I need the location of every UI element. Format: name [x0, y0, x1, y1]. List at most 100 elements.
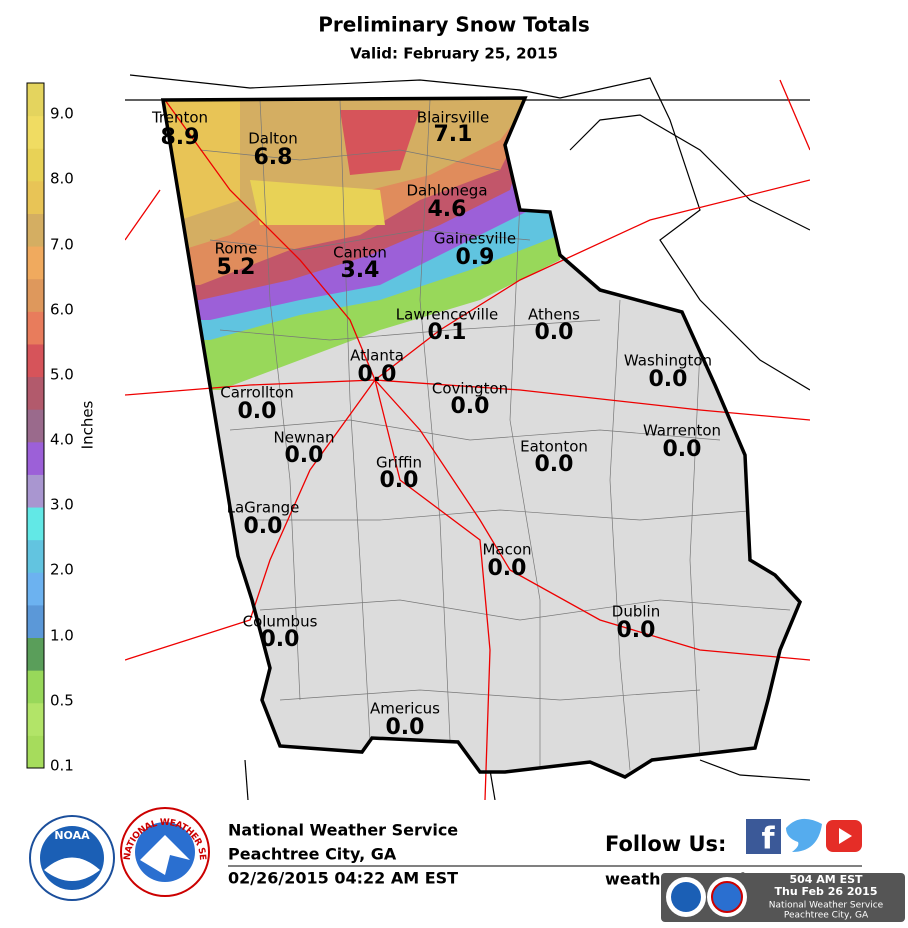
- follow-us: Follow Us:: [605, 832, 726, 856]
- colorbar-bin: [27, 474, 44, 508]
- colorbar-bin: [27, 702, 44, 736]
- youtube-play: [839, 828, 852, 844]
- city-name: Warrenton: [643, 422, 721, 440]
- colorbar-tick: 0.5: [50, 692, 74, 710]
- colorbar-bin: [27, 572, 44, 606]
- city-name: Covington: [432, 380, 508, 398]
- colorbar-bin: [27, 604, 44, 639]
- snow-total: 6.8: [254, 145, 293, 170]
- badge-agency: National Weather Service: [769, 901, 884, 911]
- colorbar-tick: 9.0: [50, 105, 74, 123]
- city-name: Newnan: [274, 429, 335, 447]
- city-name: Atlanta: [350, 347, 404, 365]
- agency: National Weather Service: [228, 821, 458, 840]
- subtitle: Valid: February 25, 2015: [350, 45, 558, 63]
- snow-total: 0.0: [261, 627, 300, 652]
- city-name: Gainesville: [434, 230, 516, 248]
- snow-total: 0.0: [238, 399, 277, 424]
- colorbar-tick: 3.0: [50, 496, 74, 514]
- snow-total: 0.0: [535, 320, 574, 345]
- colorbar-bin: [27, 507, 44, 541]
- colorbar-bin: [27, 343, 44, 378]
- snow-total: 5.2: [217, 255, 256, 280]
- roads: [125, 79, 810, 800]
- colorbar-tick: 0.1: [50, 757, 74, 775]
- twitter-icon[interactable]: [786, 818, 822, 852]
- snow-total: 3.4: [341, 258, 380, 283]
- city-name: Blairsville: [417, 109, 489, 127]
- snow-total: 0.1: [428, 320, 467, 345]
- colorbar-bin: [27, 148, 44, 182]
- colorbar-bin: [27, 278, 44, 312]
- city-name: Carrollton: [220, 384, 293, 402]
- colorbar-bin: [27, 670, 44, 704]
- snow-total: 0.0: [380, 468, 419, 493]
- city-name: Canton: [333, 244, 387, 262]
- city-name: Rome: [215, 240, 258, 258]
- colorbar-tick: 2.0: [50, 561, 74, 579]
- snow-total: 0.0: [285, 443, 324, 468]
- badge-date: Thu Feb 26 2015: [775, 885, 878, 898]
- colorbar-bin: [27, 637, 44, 671]
- city-name: Americus: [370, 700, 440, 718]
- office: Peachtree City, GA: [228, 845, 397, 864]
- city-name: Trenton: [151, 109, 208, 127]
- facebook-f: f: [761, 822, 775, 857]
- colorbar-tick: 5.0: [50, 366, 74, 384]
- city-name: Lawrenceville: [396, 306, 498, 324]
- county-lines: [199, 99, 791, 771]
- colorbar-bin: [27, 376, 44, 410]
- title: Preliminary Snow Totals: [318, 13, 589, 37]
- city-name: Griffin: [376, 454, 422, 472]
- city-name: Macon: [482, 541, 531, 559]
- snow-total: 0.0: [663, 437, 702, 462]
- snow-total: 7.1: [434, 122, 473, 147]
- city-name: Athens: [528, 306, 580, 324]
- snow-total: 0.0: [617, 618, 656, 643]
- city-name: Dublin: [612, 603, 660, 621]
- snow-total: 0.0: [386, 715, 425, 740]
- snow-total: 8.9: [161, 125, 200, 150]
- city-name: Eatonton: [520, 438, 588, 456]
- snow-total: 0.0: [358, 362, 397, 387]
- badge-time: 504 AM EST: [789, 873, 863, 886]
- colorbar-bin: [27, 735, 44, 769]
- colorbar-frame: [26, 82, 45, 769]
- city-name: Dahlonega: [406, 182, 487, 200]
- colorbar-bin: [27, 180, 44, 214]
- snow-total: 4.6: [428, 197, 467, 222]
- snow-total: 0.0: [488, 556, 527, 581]
- colorbar-bin: [27, 83, 44, 117]
- noaa-logo: NOAA: [29, 815, 115, 901]
- colorbar-bin: [27, 246, 44, 280]
- colorbar-bin: [27, 441, 44, 475]
- facebook-icon[interactable]: [746, 819, 781, 854]
- noaa-text: NOAA: [54, 829, 90, 842]
- snow-total: 0.0: [535, 452, 574, 477]
- snow-total: 0.0: [244, 514, 283, 539]
- colorbar-tick: 8.0: [50, 170, 74, 188]
- colorbar-tick: 7.0: [50, 236, 74, 254]
- colorbar-tick: 6.0: [50, 301, 74, 319]
- badge-office: Peachtree City, GA: [784, 911, 869, 921]
- colorbar-bin: [27, 311, 44, 345]
- snow-total: 0.0: [451, 394, 490, 419]
- city-name: LaGrange: [227, 499, 300, 517]
- colorbar-label: Inches: [79, 400, 97, 449]
- colorbar-bin: [27, 213, 44, 247]
- colorbar: 0.1 0.5 1.0 2.0 3.0 4.0 5.0 6.0 7.0 8.0 9.0: [26, 82, 74, 775]
- colorbar-tick: 1.0: [50, 627, 74, 645]
- city-name: Washington: [624, 352, 712, 370]
- badge: 504 AM EST Thu Feb 26 2015 National Weat…: [661, 873, 905, 922]
- city-name: Dalton: [248, 130, 297, 148]
- timestamp: 02/26/2015 04:22 AM EST: [228, 869, 458, 888]
- state-outline: [160, 96, 803, 779]
- colorbar-bin: [27, 409, 44, 443]
- colorbar-tick: 4.0: [50, 431, 74, 449]
- colorbar-bin: [27, 115, 44, 149]
- colorbar-bin: [27, 539, 44, 573]
- city-name: Columbus: [243, 613, 318, 631]
- snow-total: 0.0: [649, 367, 688, 392]
